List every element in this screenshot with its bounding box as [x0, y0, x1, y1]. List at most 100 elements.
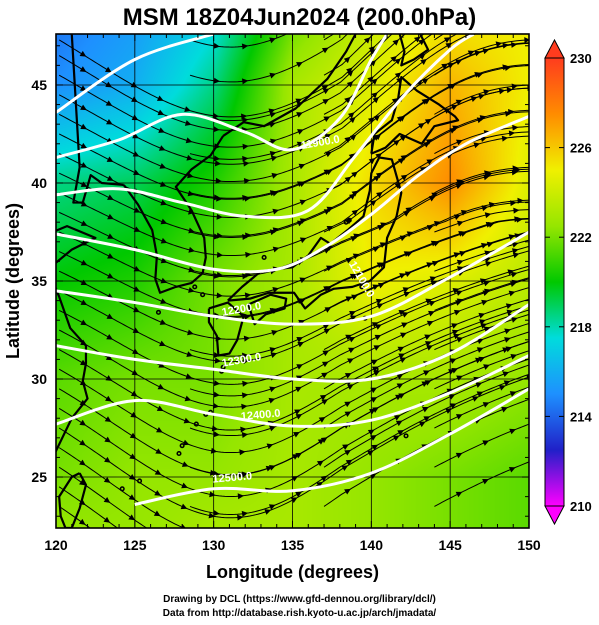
streamline-arrow — [344, 136, 351, 143]
island — [359, 284, 365, 290]
streamline — [434, 126, 529, 155]
streamline-arrow — [417, 123, 425, 129]
contour-label: 12500.0 — [212, 470, 253, 485]
streamline-arrow — [351, 209, 359, 216]
streamline-arrow — [428, 310, 435, 317]
streamline-arrow — [483, 326, 491, 333]
colorbar-tick-label: 222 — [570, 230, 592, 245]
streamline — [58, 34, 433, 148]
island — [193, 421, 199, 427]
streamline-arrow — [215, 177, 222, 184]
streamline — [434, 313, 529, 351]
streamline-arrow — [318, 416, 326, 423]
streamline-arrow — [349, 310, 356, 317]
streamline-arrow — [345, 257, 353, 264]
streamline-arrow — [241, 510, 249, 517]
streamline-arrow — [344, 97, 351, 104]
streamline — [58, 506, 91, 528]
streamline-arrow — [268, 504, 276, 510]
contour-12100.0 — [56, 114, 529, 274]
island — [346, 217, 352, 223]
streamline-arrow — [495, 41, 503, 48]
streamline-arrow — [480, 323, 487, 329]
streamline-arrow — [368, 158, 376, 165]
streamline-arrow — [78, 518, 86, 525]
streamline-arrow — [399, 357, 407, 363]
streamline-arrow — [394, 58, 401, 65]
streamline-arrow — [423, 141, 430, 148]
streamline-arrow — [372, 97, 380, 104]
streamline-arrow — [181, 482, 188, 489]
streamline-arrow — [476, 117, 484, 124]
streamline-arrow — [269, 386, 276, 393]
streamline-arrow — [132, 348, 139, 355]
streamline-arrow — [530, 338, 537, 344]
y-tick-label: 45 — [31, 77, 47, 93]
streamline-arrow — [103, 496, 111, 503]
island — [261, 254, 267, 261]
streamline-arrow — [323, 248, 331, 254]
streamline-arrow — [213, 126, 220, 133]
streamline-arrow — [132, 151, 140, 157]
streamline-arrow — [80, 259, 88, 266]
streamline-arrow — [350, 236, 358, 242]
streamline-arrow — [453, 214, 461, 221]
streamline — [189, 217, 529, 317]
x-tick-label: 150 — [517, 537, 541, 553]
streamline-arrow — [216, 213, 223, 220]
streamline-arrow — [502, 371, 510, 378]
streamline-arrow — [158, 145, 166, 151]
streamline-arrow — [239, 449, 246, 456]
streamline-arrow — [405, 207, 413, 214]
streamline-arrow — [160, 298, 167, 304]
streamline-arrow — [270, 352, 278, 358]
streamline-arrow — [344, 176, 352, 183]
streamline-arrow — [157, 383, 165, 390]
contour-12000.0 — [56, 34, 475, 220]
streamline-arrow — [296, 364, 303, 370]
streamline-arrow — [531, 370, 538, 376]
streamline-arrow — [105, 354, 113, 361]
streamline-arrow — [424, 334, 431, 340]
streamline-arrow — [243, 335, 251, 342]
colorbar-tick-label: 230 — [570, 51, 592, 66]
streamline-arrow — [322, 324, 330, 330]
streamline-arrow — [346, 81, 354, 88]
streamline-arrow — [456, 179, 463, 185]
streamline-arrow — [324, 307, 332, 313]
streamline-arrow — [375, 298, 383, 305]
streamline-arrow — [503, 380, 511, 386]
x-tick-label: 125 — [123, 537, 147, 553]
streamline-arrow — [297, 220, 304, 227]
streamline-arrow — [390, 55, 397, 63]
streamline-arrow — [319, 394, 327, 401]
streamline-arrow — [128, 494, 136, 501]
streamline — [434, 350, 529, 390]
streamline-arrow — [498, 385, 506, 391]
streamline-arrow — [455, 452, 463, 459]
streamline-arrow — [349, 116, 356, 124]
streamline-arrow — [346, 67, 353, 74]
streamline-arrow — [456, 220, 464, 227]
streamline-arrow — [103, 476, 111, 483]
streamline-arrow — [107, 213, 114, 220]
streamline-arrow — [530, 133, 536, 139]
streamline-arrow — [371, 359, 378, 366]
streamline-arrow — [79, 66, 87, 72]
streamline-arrow — [430, 280, 438, 287]
streamline-arrow — [323, 169, 331, 176]
streamline-arrow — [271, 329, 278, 336]
streamline-arrow — [213, 77, 220, 84]
streamline-arrow — [478, 312, 486, 319]
streamline-arrow — [268, 397, 276, 404]
streamline-arrow — [511, 248, 519, 254]
streamline-arrow — [418, 421, 426, 428]
streamline-arrow — [79, 439, 86, 446]
streamline-arrow — [296, 141, 304, 148]
streamline-arrow — [420, 59, 427, 65]
streamline-arrow — [154, 531, 161, 537]
streamline-arrow — [188, 227, 195, 234]
streamline-arrow — [155, 448, 163, 454]
streamline-arrow — [476, 347, 484, 353]
streamline-arrow — [467, 50, 475, 57]
